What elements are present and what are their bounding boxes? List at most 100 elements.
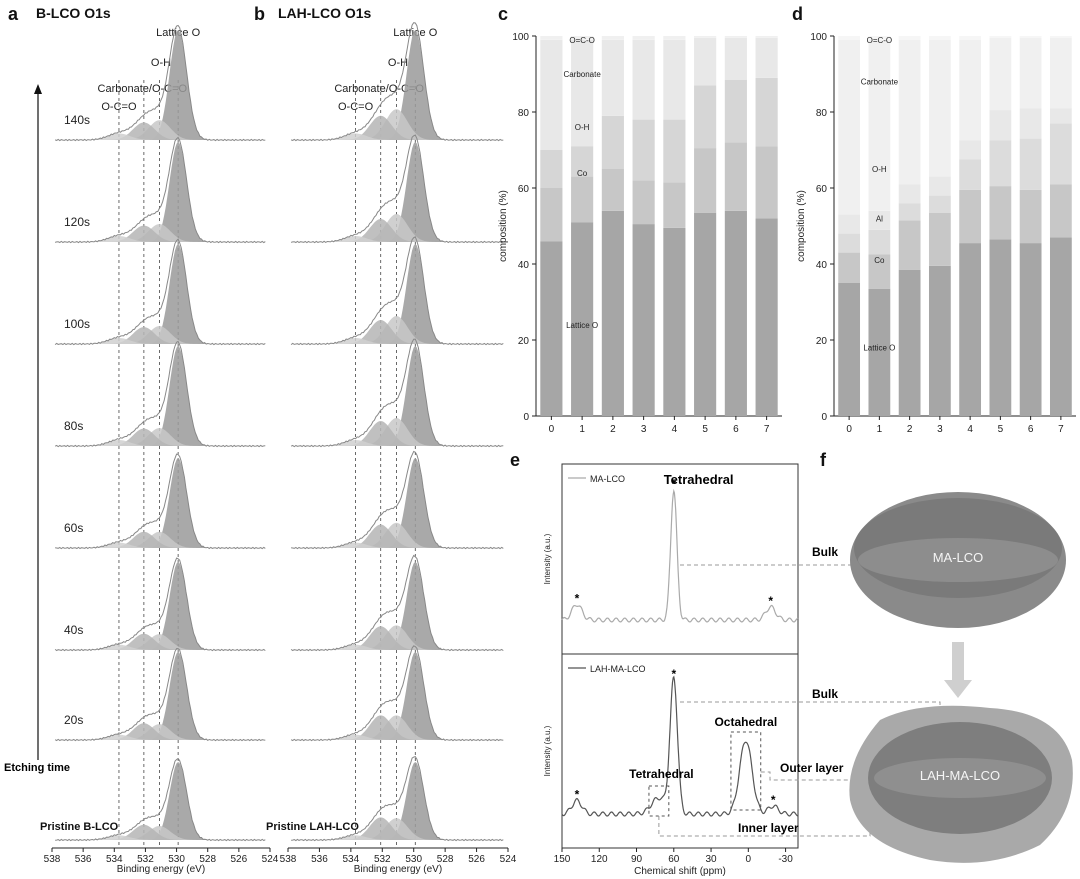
xps-spectrum-line xyxy=(54,557,266,652)
x-tick-label: 150 xyxy=(554,854,571,865)
x-tick-label: 536 xyxy=(75,854,92,865)
bar-chart-c: 0 20 40 60 80 100 composition (%) 0 1 2 3 4 5 6 7 Latti… xyxy=(498,32,782,435)
x-tick-label: 1 xyxy=(579,424,585,435)
xps-component-fill xyxy=(327,524,477,548)
bar-segment xyxy=(898,36,921,40)
bar-segment xyxy=(1019,37,1042,109)
peak-label-carbonate: Carbonate/O-C=O xyxy=(334,83,424,95)
xps-spectrum-line xyxy=(290,134,504,244)
peak-star: * xyxy=(771,793,776,807)
xps-component-fill xyxy=(90,142,239,242)
xps-spectrum-line xyxy=(291,450,504,550)
bar-segment xyxy=(755,146,778,219)
panel-letter-a: a xyxy=(8,4,19,24)
x-tick-label: 528 xyxy=(199,854,216,865)
x-tick-label: 4 xyxy=(672,424,678,435)
xps-component-fill xyxy=(327,320,477,344)
xps-component-fill xyxy=(327,421,477,446)
bar-segment xyxy=(898,184,921,204)
x-tick-label: 524 xyxy=(500,854,517,865)
bar-segment xyxy=(601,210,624,416)
bar-segment xyxy=(694,212,717,416)
bar-segment xyxy=(1019,36,1042,38)
x-tick-label: 4 xyxy=(967,424,973,435)
xps-spectrum-line xyxy=(290,338,504,448)
bar-segment xyxy=(1049,36,1072,38)
peak-label-oh: O-H xyxy=(388,57,408,69)
y-tick-label: 60 xyxy=(518,184,530,195)
xps-component-fill xyxy=(90,346,239,446)
x-tick-label: 5 xyxy=(702,424,708,435)
bar-segment xyxy=(959,189,982,244)
x-tick-label: 2 xyxy=(907,424,913,435)
nmr-spectrum-line xyxy=(561,488,799,623)
xps-component-fill xyxy=(327,236,477,242)
bar-segment xyxy=(928,36,951,40)
xps-component-fill xyxy=(90,224,239,242)
bar-segment xyxy=(724,36,747,38)
xps-spectrum-line xyxy=(54,238,266,346)
nmr-chart-e: 150 120 90 60 30 0 -30 Chemical shift (ppm) Inte… xyxy=(543,463,941,877)
bar-segment xyxy=(928,195,951,213)
bar-segment xyxy=(898,203,921,221)
xps-spectrum-line xyxy=(55,757,266,842)
down-arrow-shaft xyxy=(952,642,964,682)
xps-component-fill xyxy=(90,531,239,548)
xps-spectrum-line xyxy=(54,340,266,448)
xps-component-fill xyxy=(90,30,239,140)
tetrahedral-label-top: Tetrahedral xyxy=(664,472,734,487)
x-axis-label: Chemical shift (ppm) xyxy=(634,866,726,877)
etch-time-label: 120s xyxy=(64,215,90,229)
y-tick-label: 40 xyxy=(518,260,530,271)
etching-time-label: Etching time xyxy=(4,762,70,774)
xps-component-fill xyxy=(327,440,477,446)
peak-label-oco: O-C=O xyxy=(338,101,374,113)
bar-segment xyxy=(724,79,747,143)
arrow-head-icon xyxy=(34,84,42,94)
bar-chart-d: 0 20 40 60 80 100 composition (%) 0 1 2 3 4 5 6 7 Latti… xyxy=(796,32,1076,435)
octahedral-box xyxy=(730,731,762,811)
bar-segment xyxy=(838,36,861,40)
bar-segment xyxy=(540,241,563,416)
bar-segment xyxy=(540,188,563,242)
bar-segment xyxy=(959,36,982,40)
peak-star: * xyxy=(768,594,773,608)
xps-component-fill xyxy=(327,115,477,140)
xps-component-fill xyxy=(90,652,239,740)
bar-segment xyxy=(601,36,624,40)
series-label: Co xyxy=(577,169,588,178)
xps-component-fill xyxy=(327,219,477,242)
etch-time-label: 100s xyxy=(64,317,90,331)
panel-letter-e: e xyxy=(510,450,520,470)
bulk-label-top: Bulk xyxy=(812,545,838,559)
x-tick-label: 526 xyxy=(231,854,248,865)
bar-segment xyxy=(868,36,891,40)
bar-segment xyxy=(959,159,982,190)
bar-segment xyxy=(601,39,624,116)
x-tick-label: 530 xyxy=(168,854,185,865)
bar-segment xyxy=(868,39,891,211)
x-axis-label: Binding energy (eV) xyxy=(117,864,205,875)
bar-segment xyxy=(868,229,891,255)
bar-segment xyxy=(1019,138,1042,190)
xps-component-fill xyxy=(327,644,477,650)
bar-segment xyxy=(632,119,655,181)
x-tick-label: 7 xyxy=(1058,424,1064,435)
xps-component-fill xyxy=(327,625,477,650)
bar-segment xyxy=(928,212,951,266)
y-tick-label: 0 xyxy=(523,412,529,423)
bar-segment xyxy=(868,288,891,416)
xps-component-fill xyxy=(327,715,477,740)
series-label: Co xyxy=(874,256,885,265)
pristine-label: Pristine LAH-LCO xyxy=(266,821,359,833)
bar-segment xyxy=(898,269,921,416)
bar-segment xyxy=(838,214,861,234)
panel-b-title: LAH-LCO O1s xyxy=(278,5,372,21)
bar-segment xyxy=(724,210,747,416)
peak-star: * xyxy=(575,788,580,802)
bar-segment xyxy=(755,218,778,416)
x-tick-label: -30 xyxy=(778,854,793,865)
bar-segment xyxy=(1049,108,1072,124)
bar-segment xyxy=(663,227,686,416)
xps-component-fill xyxy=(90,542,239,548)
